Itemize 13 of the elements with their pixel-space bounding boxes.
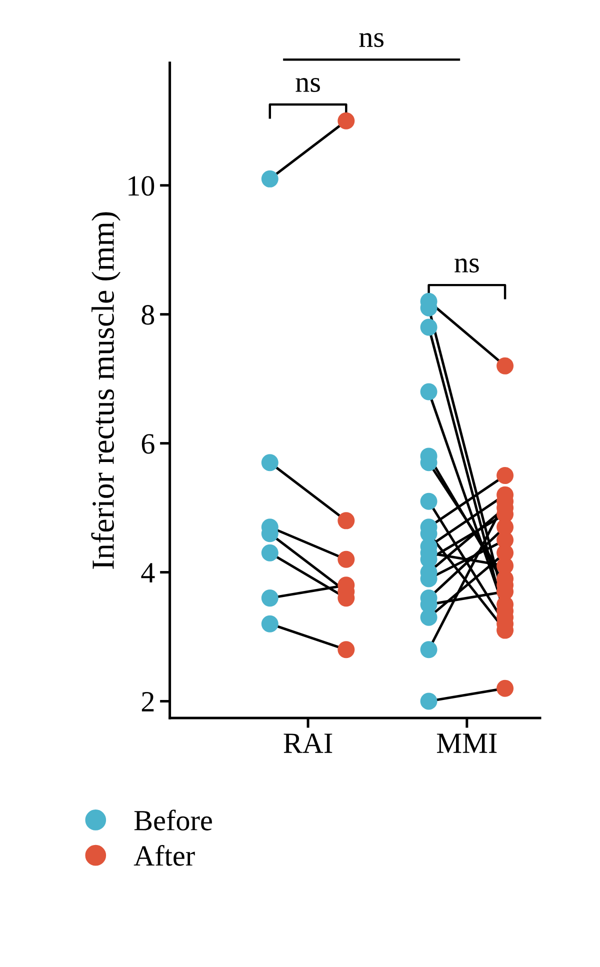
- x-tick-label: MMI: [436, 734, 497, 753]
- y-axis-title: Inferior rectus muscle (mm): [91, 212, 120, 569]
- legend-label: After: [134, 845, 195, 866]
- y-tick-label: 2: [142, 692, 154, 712]
- annotation: ns: [454, 258, 479, 273]
- y-tick-label: 4: [141, 563, 155, 582]
- y-tick-label: 10: [128, 176, 154, 196]
- y-tick-label: 6: [142, 434, 154, 454]
- text: ns: [359, 33, 384, 48]
- y-tick-label: 8: [142, 305, 154, 325]
- x-tick-label: RAI: [284, 734, 332, 753]
- legend-label: Before: [134, 810, 212, 830]
- annotation: ns: [296, 78, 320, 92]
